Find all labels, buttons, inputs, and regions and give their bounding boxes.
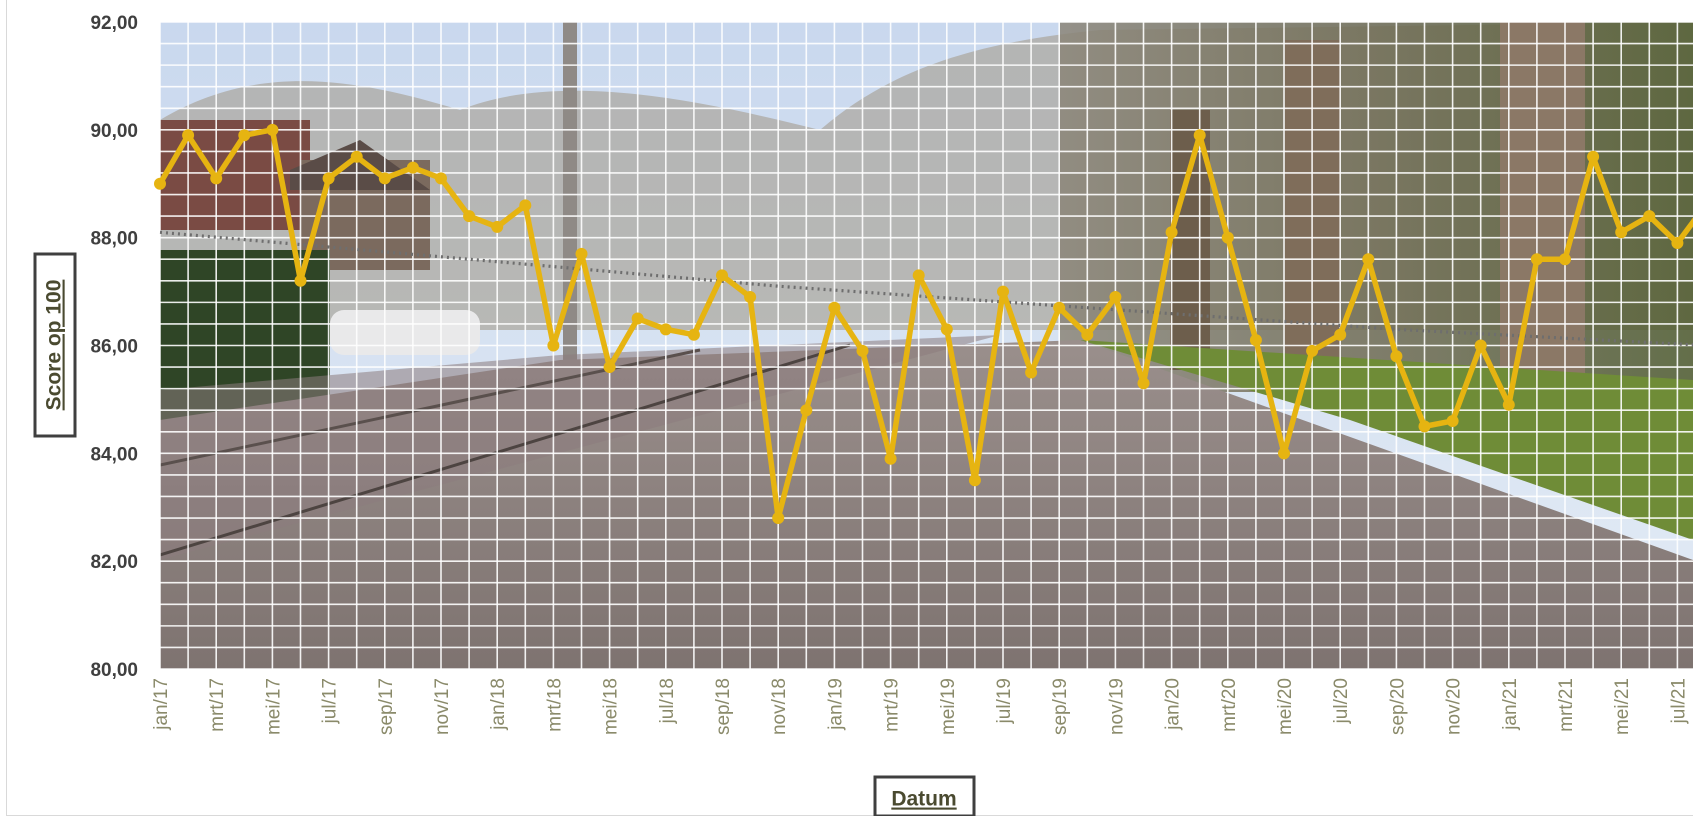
y-tick-label: 86,00: [90, 337, 138, 358]
x-axis: jan/17 mrt/17 mei/17 jul/17 sep/17 nov/17 jan/…: [151, 678, 1689, 735]
data-point: [1362, 253, 1375, 266]
data-point: [322, 172, 335, 185]
data-point: [463, 210, 476, 223]
y-axis-title-box: Score op 100: [33, 252, 77, 438]
data-point: [828, 301, 841, 314]
x-tick-label: mrt/17: [207, 678, 228, 732]
x-tick-label: nov/17: [432, 678, 453, 735]
x-tick-label: mei/17: [263, 678, 284, 735]
data-point: [1643, 210, 1656, 223]
data-point: [1137, 377, 1150, 390]
data-point: [350, 150, 363, 163]
data-point: [884, 452, 897, 465]
data-point: [1081, 328, 1094, 341]
x-tick-label: mei/19: [938, 678, 959, 735]
x-tick-label: mrt/21: [1556, 678, 1577, 732]
data-point: [1165, 226, 1178, 239]
y-tick-label: 84,00: [90, 444, 138, 465]
data-point: [940, 323, 953, 336]
x-axis-title-box: Datum: [873, 775, 976, 816]
data-point: [997, 285, 1009, 298]
data-point: [519, 199, 532, 212]
x-tick-label: nov/20: [1444, 678, 1465, 735]
data-point: [744, 290, 757, 303]
data-point: [687, 328, 700, 341]
data-point: [716, 269, 728, 282]
y-tick-label: 90,00: [90, 121, 138, 142]
data-point: [800, 404, 813, 417]
data-point: [210, 172, 223, 185]
data-point: [378, 172, 391, 185]
data-point: [631, 312, 644, 325]
data-point: [1221, 231, 1234, 244]
data-point: [435, 172, 447, 185]
data-point: [1671, 237, 1684, 250]
x-tick-label: sep/17: [376, 678, 397, 735]
grid: [159, 21, 1693, 670]
data-point: [1474, 339, 1487, 352]
data-point: [912, 269, 925, 282]
x-tick-label: jul/21: [1668, 678, 1689, 724]
x-tick-label: mei/18: [601, 678, 622, 735]
x-tick-label: nov/19: [1106, 678, 1127, 735]
data-point: [968, 474, 981, 487]
y-tick-label: 88,00: [90, 229, 138, 250]
data-point: [1334, 328, 1347, 341]
x-tick-label: jan/17: [151, 678, 172, 731]
data-point: [1502, 398, 1515, 411]
x-tick-label: sep/20: [1387, 678, 1408, 735]
data-point: [1587, 150, 1600, 163]
x-tick-label: sep/19: [1050, 678, 1071, 735]
data-point: [1025, 366, 1038, 379]
data-point: [1446, 414, 1459, 427]
data-point: [603, 361, 616, 374]
data-point: [772, 512, 785, 525]
x-tick-label: jul/18: [657, 678, 678, 724]
data-point: [856, 344, 869, 357]
y-axis-title: Score op 100: [43, 280, 66, 411]
x-axis-title: Datum: [891, 788, 956, 811]
data-point: [1306, 344, 1319, 357]
data-point: [1109, 290, 1122, 303]
data-point: [154, 177, 166, 190]
x-tick-label: mrt/19: [882, 678, 903, 732]
y-tick-label: 80,00: [90, 660, 138, 681]
x-tick-label: mrt/18: [544, 678, 565, 732]
data-point: [547, 339, 560, 352]
data-point: [238, 129, 251, 142]
data-point: [1193, 129, 1206, 142]
x-tick-label: jan/19: [825, 678, 846, 731]
x-tick-label: jul/19: [994, 678, 1015, 724]
x-tick-label: mei/20: [1275, 678, 1296, 735]
data-point: [1278, 447, 1290, 460]
data-point: [1053, 301, 1066, 314]
data-point: [1249, 334, 1262, 347]
data-point: [659, 323, 672, 336]
y-axis: 80,00 82,00 84,00 86,00 88,00 90,00 92,00: [90, 13, 138, 681]
data-point: [1559, 253, 1571, 266]
x-tick-label: jan/21: [1500, 678, 1521, 731]
data-point: [1615, 226, 1628, 239]
score-series: [154, 123, 1693, 525]
data-point: [1390, 350, 1403, 363]
data-point: [575, 247, 588, 260]
data-point: [491, 220, 504, 233]
y-tick-label: 92,00: [90, 13, 138, 34]
x-tick-label: sep/18: [713, 678, 734, 735]
y-tick-label: 82,00: [90, 552, 138, 573]
x-tick-label: jan/18: [488, 678, 509, 731]
data-point: [266, 123, 279, 136]
x-tick-label: mrt/20: [1219, 678, 1240, 732]
x-tick-label: jan/20: [1163, 678, 1184, 731]
data-point: [1418, 420, 1431, 433]
x-tick-label: jul/17: [320, 678, 341, 724]
data-point: [406, 161, 419, 174]
data-point: [1530, 253, 1543, 266]
data-point: [294, 274, 307, 287]
x-tick-label: jul/20: [1331, 678, 1352, 724]
x-tick-label: nov/18: [769, 678, 790, 735]
data-point: [182, 129, 195, 142]
x-tick-label: mei/21: [1612, 678, 1633, 735]
